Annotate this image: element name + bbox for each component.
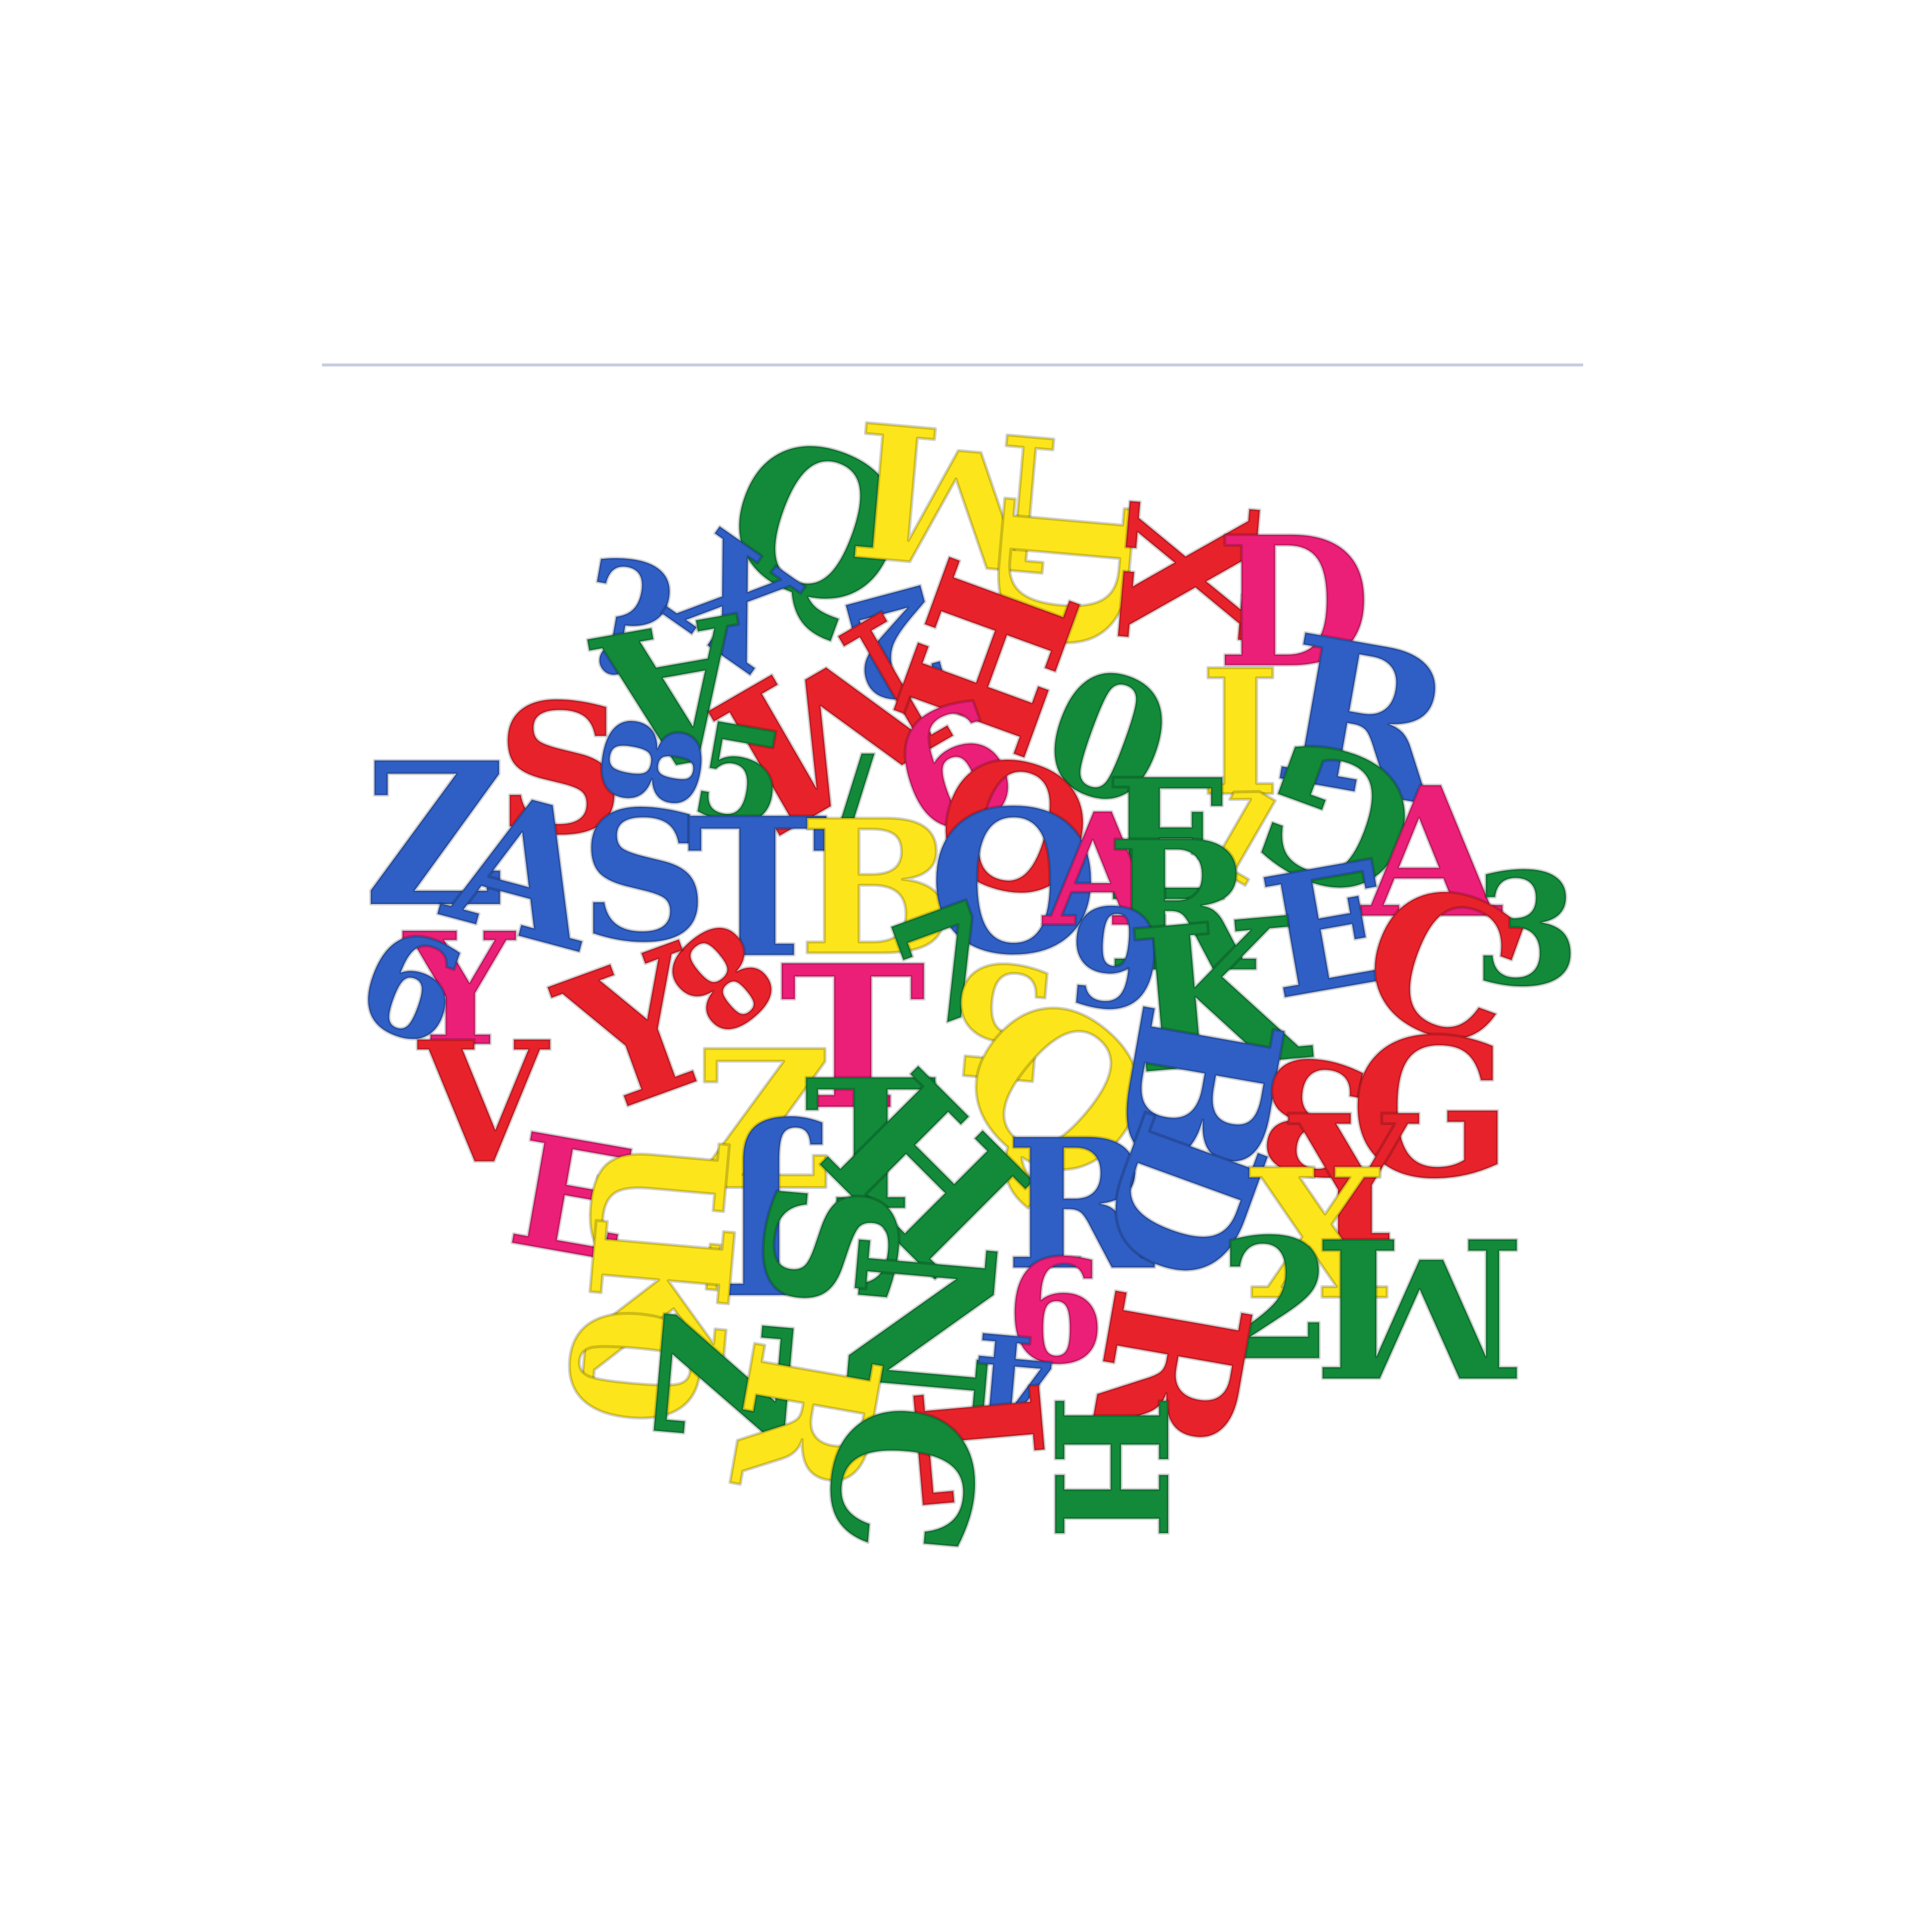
letter-piece-green: 2 [1218, 1202, 1335, 1398]
letter-piece-green: M [1314, 1194, 1525, 1418]
letter-piece-pink: 6 [1006, 1228, 1106, 1396]
letter-piece-green: / [831, 729, 875, 869]
letter-piece-yellow: I [1200, 632, 1281, 835]
letter-piece-yellow: Z [693, 1010, 833, 1233]
letter-piece-green: N [799, 1227, 1037, 1420]
letter-piece-yellow: X [1249, 1129, 1388, 1340]
letter-piece-pink: D [1216, 497, 1371, 708]
letter-piece-yellow: K [537, 1208, 775, 1400]
letter-piece-blue: T [686, 777, 828, 1001]
letter-piece-blue: B [1070, 989, 1327, 1193]
letter-piece-green: Z [611, 1304, 832, 1452]
letter-piece-blue: O [928, 767, 1099, 998]
letter-piece-pink: Y [401, 899, 518, 1081]
letter-piece-yellow: B [798, 780, 955, 997]
letter-piece-red: G [1349, 998, 1512, 1221]
letter-piece-blue: 9 [1061, 876, 1170, 1045]
letter-piece-blue: R [1262, 590, 1472, 854]
letter-piece-blue: Z [364, 719, 507, 950]
letter-piece-blue: R [1005, 1100, 1156, 1310]
letter-piece-red: V [416, 1005, 552, 1202]
letter-piece-red: S [496, 664, 626, 875]
letter-piece-yellow: U [544, 1123, 767, 1297]
letter-piece-green: 3 [1473, 840, 1581, 1021]
letter-piece-yellow: M [843, 378, 1066, 612]
letter-piece-blue: 4 [966, 1304, 1061, 1451]
letter-piece-pink: A [1359, 748, 1504, 958]
letter-piece-green: E [1105, 743, 1232, 939]
letter-piece-green: C [782, 1394, 1018, 1564]
letter-piece-yellow: D [950, 486, 1173, 659]
letter-piece-pink: A [1041, 780, 1166, 962]
letter-piece-green: R [1106, 801, 1257, 1012]
letter-piece-yellow: 0 [526, 1297, 738, 1435]
letter-piece-red: Y [1287, 1076, 1421, 1286]
letter-piece-green: S [719, 1173, 940, 1320]
letter-piece-green: T [804, 1040, 937, 1250]
letter-piece-green: K [1121, 872, 1319, 1119]
letter-piece-red: X [1076, 494, 1298, 652]
letter-piece-green: H [1018, 1394, 1200, 1540]
letter-piece-blue: S [580, 772, 709, 982]
letter-piece-pink: T [779, 922, 926, 1153]
letter-piece-red: L [872, 1374, 1084, 1513]
letter-piece-blue: J [718, 1111, 823, 1335]
letter-piece-yellow: 5 [940, 924, 1064, 1115]
